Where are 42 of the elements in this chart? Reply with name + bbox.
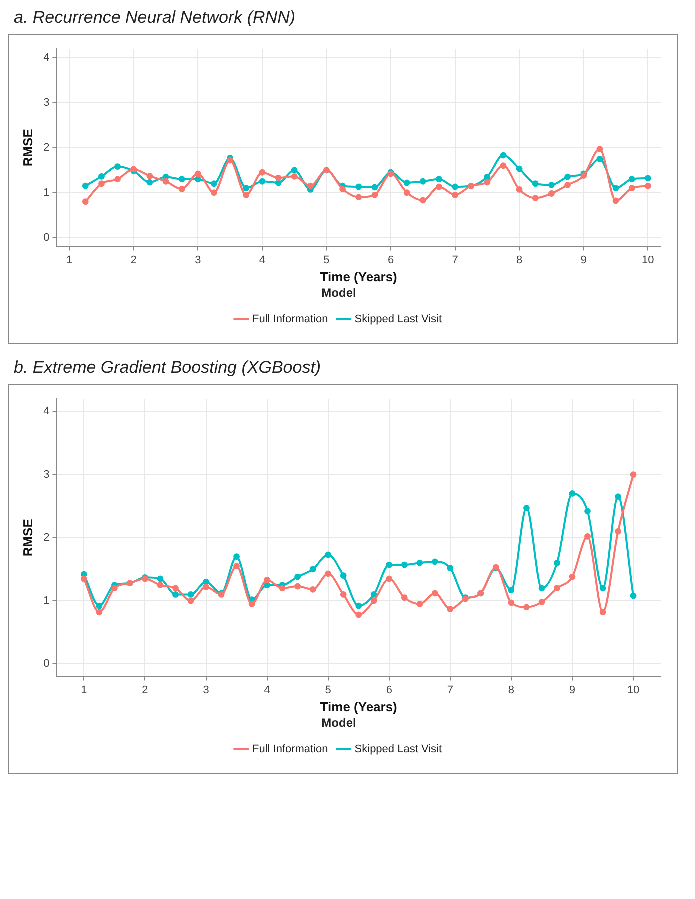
y-tick-label: 3 [44,96,50,109]
x-tick-label: 5 [324,254,330,266]
legend-title: Model [322,716,356,730]
x-tick-label: 10 [642,254,654,266]
x-tick-label: 1 [66,254,73,266]
x-tick-label: 9 [580,254,587,266]
legend-label: Skipped Last Visit [354,744,442,756]
x-axis-title: Time (Years) [320,269,398,284]
legend-label: Full Information [252,314,328,326]
x-tick-label: 6 [388,254,394,266]
y-tick-label: 1 [44,595,50,608]
y-axis-title: RMSE [20,128,36,167]
x-tick-label: 1 [81,684,88,696]
x-tick-label: 6 [386,684,392,696]
y-tick-label: 4 [44,406,50,418]
x-tick-label: 3 [195,254,202,266]
x-tick-label: 4 [264,684,270,696]
y-tick-label: 2 [44,532,50,544]
legend-label: Full Information [252,744,328,756]
y-tick-label: 0 [44,232,50,244]
chart-title: b. Extreme Gradient Boosting (XGBoost) [14,358,322,378]
x-tick-label: 3 [203,684,210,696]
x-tick-label: 7 [452,254,458,266]
y-tick-label: 2 [44,142,50,154]
y-axis-title: RMSE [20,518,36,557]
x-tick-label: 10 [627,684,640,696]
x-tick-label: 2 [130,254,137,266]
y-tick-label: 3 [44,468,50,481]
x-tick-label: 5 [325,684,332,696]
y-tick-label: 0 [44,658,50,670]
x-tick-label: 7 [447,684,454,696]
x-tick-label: 8 [516,254,523,266]
x-tick-label: 9 [569,684,576,696]
y-tick-label: 4 [44,52,50,64]
x-tick-label: 2 [142,684,148,696]
legend-label: Skipped Last Visit [354,314,442,326]
x-tick-label: 4 [259,254,266,266]
legend-title: Model [322,286,356,300]
x-tick-label: 8 [508,684,515,696]
y-tick-label: 1 [44,186,50,199]
chart-title: a. Recurrence Neural Network (RNN) [14,8,297,28]
x-axis-title: Time (Years) [320,699,398,714]
